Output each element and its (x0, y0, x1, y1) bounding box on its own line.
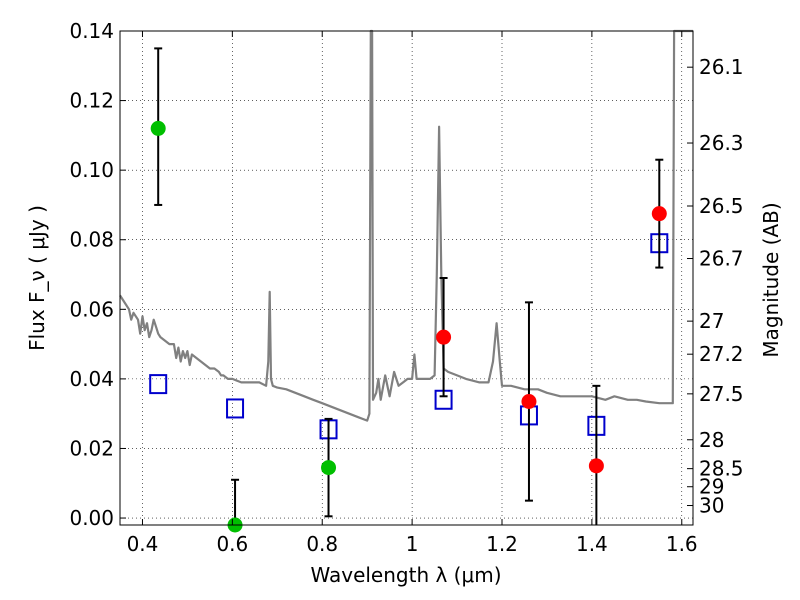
data-point (436, 329, 452, 345)
data-point (226, 398, 245, 419)
right-tick-label: 26.7 (699, 247, 744, 271)
x-tick-label: 1.2 (486, 532, 518, 556)
y-tick-label: 0.10 (69, 158, 114, 182)
sed-model-layer (119, 29, 693, 422)
data-point (521, 394, 537, 409)
plot-frame (119, 30, 694, 526)
right-tick-label: 27 (699, 309, 724, 333)
x-tick-label: 1.4 (576, 532, 608, 556)
x-tick-label: 1.6 (666, 532, 698, 556)
right-tick-label: 27.2 (699, 342, 744, 366)
y-tick-label: 0.12 (69, 89, 114, 113)
y-tick-label: 0.02 (69, 436, 114, 460)
right-tick-label: 28.5 (699, 457, 744, 481)
right-tick-label: 26.3 (699, 131, 744, 155)
data-point (149, 374, 168, 395)
sed-model-line (119, 29, 693, 422)
x-axis-title: Wavelength λ (μm) (310, 563, 501, 587)
axis-ticks: 0.4 0.6 0.8 1 1.2 1.4 1.6 0.00 0.02 0.04 0.06 0.08 0… (69, 19, 743, 556)
x-tick-label: 0.6 (216, 532, 248, 556)
right-tick-label: 30 (699, 494, 724, 518)
right-tick-label: 27.5 (699, 382, 744, 406)
x-tick-label: 0.4 (127, 532, 159, 556)
data-markers-layer (149, 47, 669, 533)
y-tick-label: 0.04 (69, 367, 114, 391)
grid-lines (120, 30, 693, 525)
data-point (651, 206, 667, 222)
right-tick-label: 26.5 (699, 194, 744, 218)
y-tick-label: 0.14 (69, 19, 114, 43)
right-tick-label: 26.1 (699, 55, 744, 79)
right-tick-label: 29 (699, 475, 724, 499)
y-tick-label: 0.00 (69, 506, 114, 530)
y-tick-label: 0.08 (69, 228, 114, 252)
right-tick-label: 28 (699, 428, 724, 452)
y-tick-label: 0.06 (69, 297, 114, 321)
y-axis-title: Flux F_ν ( μJy ) (25, 205, 49, 351)
data-point (321, 460, 337, 476)
right-axis-title: Magnitude (AB) (759, 202, 783, 357)
x-tick-label: 0.8 (306, 532, 338, 556)
x-tick-label: 1 (406, 532, 419, 556)
data-point (588, 458, 604, 474)
data-point (150, 120, 166, 136)
